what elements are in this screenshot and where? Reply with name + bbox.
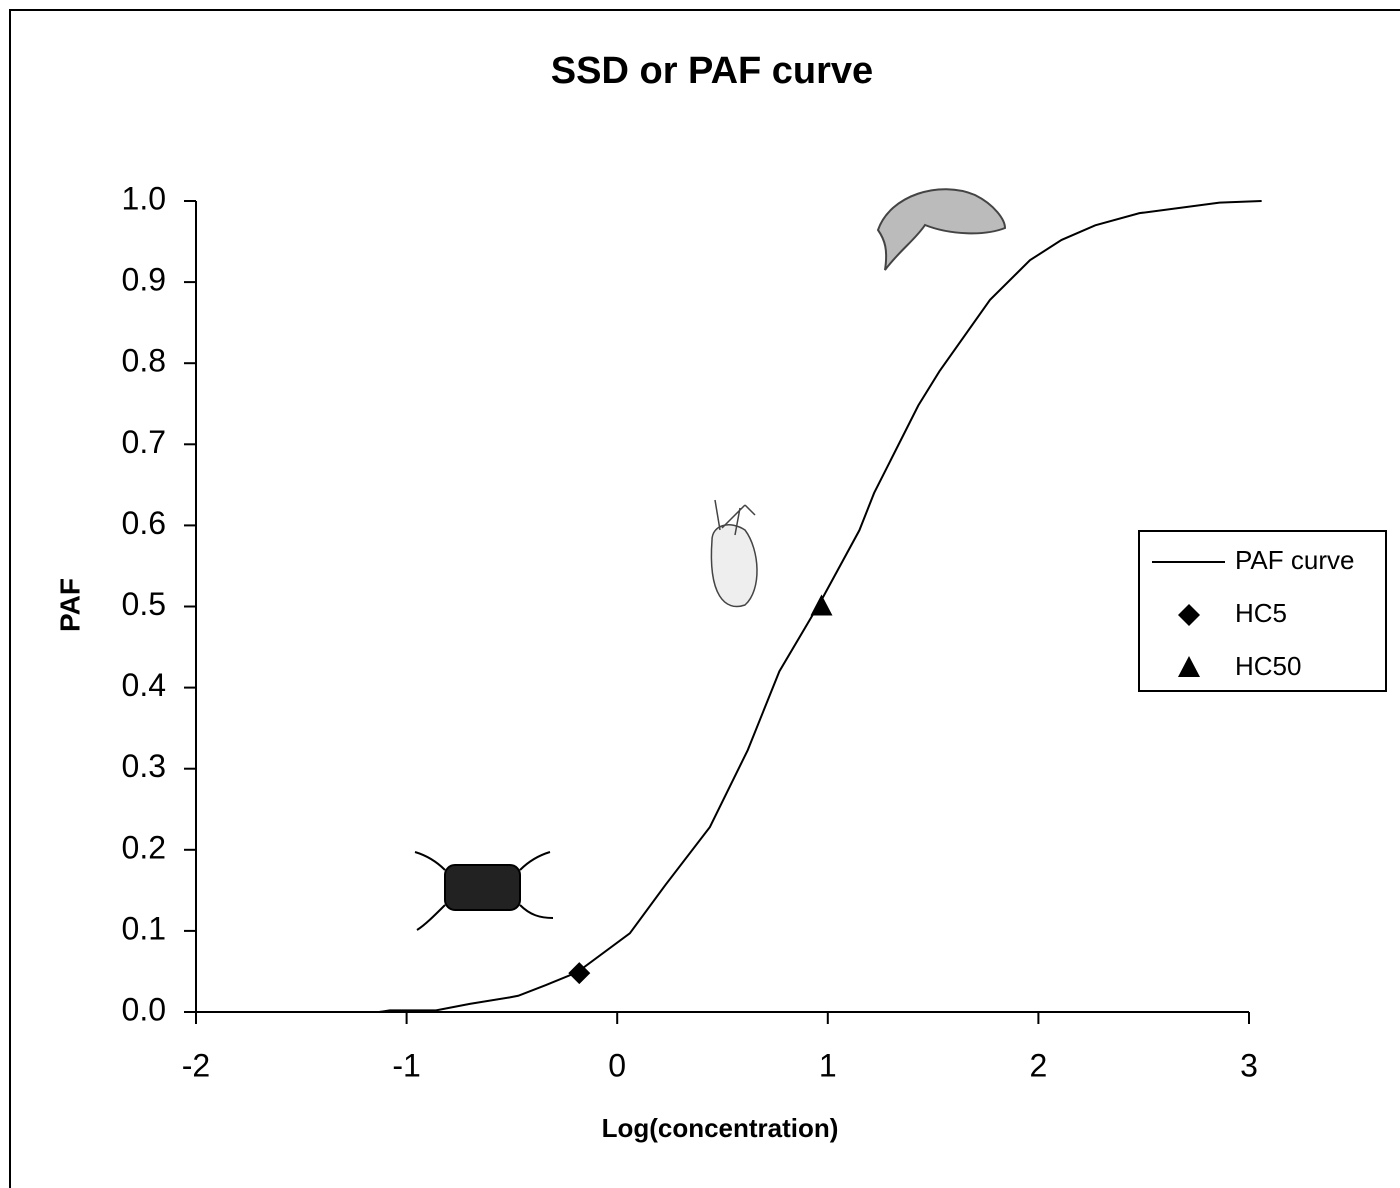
legend-label: HC50 xyxy=(1235,651,1301,681)
y-tick-label: 0.4 xyxy=(122,667,166,703)
x-axis-label: Log(concentration) xyxy=(602,1113,839,1143)
x-tick-label: 2 xyxy=(1030,1047,1048,1083)
y-tick-label: 0.8 xyxy=(122,343,166,379)
legend-swatch xyxy=(1178,656,1200,677)
legend-label: HC5 xyxy=(1235,598,1287,628)
y-tick-label: 0.3 xyxy=(122,748,166,784)
y-tick-label: 0.1 xyxy=(122,910,166,946)
x-tick-label: -1 xyxy=(392,1047,420,1083)
y-tick-label: 0.7 xyxy=(122,424,166,460)
paf-curve xyxy=(196,200,1262,1013)
chart-border xyxy=(9,9,1400,1188)
x-tick-label: -2 xyxy=(182,1047,210,1083)
y-tick-label: 0.0 xyxy=(122,991,166,1027)
x-tick-label: 1 xyxy=(819,1047,837,1083)
y-tick-label: 0.2 xyxy=(122,829,166,865)
x-tick-label: 3 xyxy=(1240,1047,1258,1083)
y-tick-label: 0.6 xyxy=(122,505,166,541)
y-axis-label: PAF xyxy=(54,578,85,632)
fish-illustration xyxy=(876,188,1007,271)
legend-box xyxy=(1138,530,1387,692)
legend: PAF curve HC5 HC50 xyxy=(1138,530,1387,692)
algae-illustration xyxy=(414,851,554,931)
y-tick-label: 1.0 xyxy=(122,180,166,216)
hc5-point xyxy=(568,962,591,985)
daphnia-illustration xyxy=(710,499,758,608)
y-tick-label: 0.5 xyxy=(122,586,166,622)
hc50-point xyxy=(810,594,833,616)
chart-title: SSD or PAF curve xyxy=(551,50,873,92)
y-tick-label: 0.9 xyxy=(122,262,166,298)
legend-label: PAF curve xyxy=(1235,545,1354,575)
legend-swatch xyxy=(1178,604,1200,626)
x-tick-label: 0 xyxy=(608,1047,626,1083)
